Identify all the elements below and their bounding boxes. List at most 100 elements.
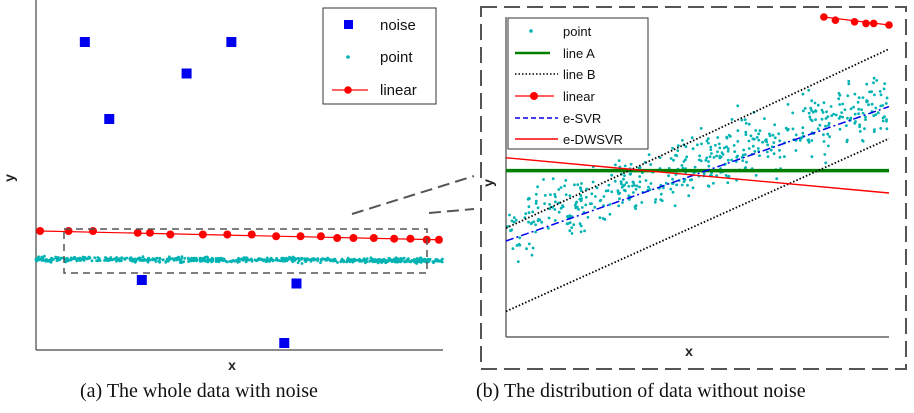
point-b xyxy=(861,139,864,142)
point-b xyxy=(715,174,718,178)
point-a xyxy=(223,258,226,262)
point-b xyxy=(628,172,632,176)
point-a xyxy=(388,259,391,263)
point-b xyxy=(551,177,555,181)
point-b xyxy=(664,181,668,185)
point-b xyxy=(881,116,885,120)
panel-b-linear-series xyxy=(820,13,893,29)
point-b xyxy=(534,202,538,205)
linear-marker-a xyxy=(198,230,207,239)
linear-marker-a xyxy=(272,232,281,241)
point-b xyxy=(534,199,538,203)
point-a xyxy=(153,258,156,262)
point-b xyxy=(536,206,540,210)
point-b xyxy=(577,208,580,211)
point-b xyxy=(755,136,759,139)
point-b xyxy=(653,200,657,204)
point-b xyxy=(610,173,614,177)
linear-marker-a xyxy=(333,234,342,242)
point-b xyxy=(512,220,516,224)
point-b xyxy=(798,138,802,142)
point-b xyxy=(693,165,697,169)
linear-marker-b xyxy=(869,19,878,28)
point-b xyxy=(747,122,751,126)
point-b xyxy=(669,187,673,191)
panel-b-y-label: y xyxy=(480,179,496,187)
point-a xyxy=(55,259,59,262)
point-b xyxy=(834,113,838,117)
point-a xyxy=(44,259,48,263)
point-b xyxy=(690,178,694,182)
point-b xyxy=(824,117,828,120)
point-a xyxy=(141,255,145,259)
point-b xyxy=(770,145,774,149)
zoom-connector-bottom xyxy=(428,208,475,214)
point-b xyxy=(794,133,798,137)
point-a xyxy=(210,256,214,260)
point-a xyxy=(168,257,172,260)
point-b xyxy=(590,192,594,196)
legend-b-linear-marker xyxy=(530,92,538,100)
line-line-b xyxy=(505,137,890,313)
point-a xyxy=(412,258,416,261)
point-a xyxy=(214,259,218,263)
point-b xyxy=(736,129,740,133)
point-b xyxy=(743,153,747,156)
point-a xyxy=(85,257,89,261)
point-a xyxy=(97,257,101,260)
line-line-b xyxy=(505,48,890,230)
point-a xyxy=(421,259,425,263)
legend-noise-swatch xyxy=(344,20,353,29)
point-a xyxy=(436,259,439,263)
point-b xyxy=(882,87,886,91)
point-b xyxy=(591,180,595,184)
point-b xyxy=(578,222,582,226)
point-b xyxy=(773,123,777,127)
point-b xyxy=(705,139,709,143)
legend-b-point-label: point xyxy=(563,24,592,39)
point-a xyxy=(93,256,97,260)
point-a xyxy=(74,257,77,261)
point-b xyxy=(872,76,876,80)
point-b xyxy=(584,203,588,207)
point-b xyxy=(514,218,518,222)
point-b xyxy=(644,179,648,182)
point-a xyxy=(249,257,253,261)
point-b xyxy=(648,188,652,192)
point-b xyxy=(864,118,867,121)
point-b xyxy=(778,139,782,143)
point-b xyxy=(818,123,822,127)
point-a xyxy=(336,261,339,264)
legend-b-edwsvr-label: e-DWSVR xyxy=(563,132,623,147)
point-b xyxy=(712,156,716,159)
panel-b-x-label: x xyxy=(685,343,693,359)
point-b xyxy=(853,121,857,125)
point-a xyxy=(379,260,383,264)
point-a xyxy=(342,259,345,262)
point-b xyxy=(617,204,621,208)
point-b xyxy=(861,111,865,115)
point-b xyxy=(511,247,515,251)
point-a xyxy=(41,257,45,260)
point-b xyxy=(579,224,583,228)
point-b xyxy=(754,129,758,132)
point-a xyxy=(270,258,273,262)
point-a xyxy=(202,257,206,260)
point-b xyxy=(659,192,663,196)
point-b xyxy=(568,229,572,233)
point-b xyxy=(580,197,583,201)
point-a xyxy=(123,258,127,261)
point-b xyxy=(598,216,602,220)
point-b xyxy=(875,79,879,82)
point-a xyxy=(417,259,421,263)
point-b xyxy=(718,154,722,158)
point-b xyxy=(554,200,557,204)
point-a xyxy=(246,259,249,262)
point-b xyxy=(847,79,851,83)
point-b xyxy=(747,147,751,150)
point-b xyxy=(518,236,522,240)
point-a xyxy=(402,256,406,260)
point-a xyxy=(256,258,260,262)
linear-marker-a xyxy=(64,227,73,235)
linear-marker-a xyxy=(434,235,443,244)
